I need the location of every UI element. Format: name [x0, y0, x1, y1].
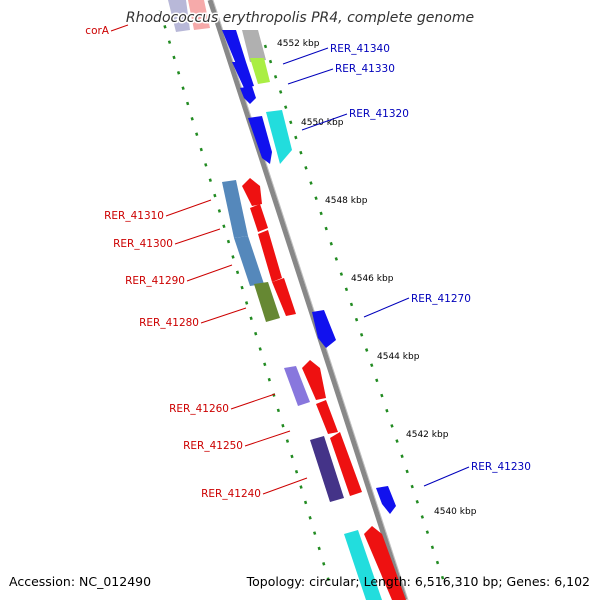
gene-block[interactable]: [222, 30, 246, 64]
gene-label-rer-41230[interactable]: RER_41230: [471, 461, 531, 473]
gene-block[interactable]: [168, 0, 190, 32]
gene-label-rer-41310[interactable]: RER_41310: [104, 210, 164, 222]
gene-block[interactable]: [376, 486, 396, 514]
label-leaders: [110, 24, 470, 495]
gene-block[interactable]: [312, 310, 336, 348]
gene-block[interactable]: [254, 282, 280, 322]
gene-block[interactable]: [222, 180, 248, 238]
genome-summary-text: Topology: circular; Length: 6,516,310 bp…: [246, 574, 590, 589]
gene-block[interactable]: [248, 116, 272, 164]
ruler-label: 4542 kbp: [406, 430, 449, 440]
ruler-label: 4546 kbp: [351, 274, 394, 284]
ruler-label: 4540 kbp: [434, 507, 477, 517]
gene-block[interactable]: [344, 530, 382, 600]
gene-block[interactable]: [258, 230, 282, 282]
gene-block[interactable]: [240, 86, 256, 104]
map-title: Rhodococcus erythropolis PR4, complete g…: [126, 10, 474, 26]
accession-text: Accession: NC_012490: [9, 574, 151, 589]
genome-backbone: [207, 0, 409, 600]
ruler-label: 4552 kbp: [277, 39, 320, 49]
gene-block[interactable]: [330, 432, 362, 496]
gene-block[interactable]: [232, 62, 254, 88]
gene-block[interactable]: [242, 178, 262, 206]
gene-label-rer-41280[interactable]: RER_41280: [139, 317, 199, 329]
gene-block[interactable]: [316, 400, 338, 434]
gene-block[interactable]: [266, 110, 292, 164]
gene-block[interactable]: [188, 0, 210, 30]
ruler-label: 4548 kbp: [325, 196, 368, 206]
gene-labels: corA RER_41340 RER_41330 RER_41320 RER_4…: [85, 25, 531, 500]
gene-label-rer-41250[interactable]: RER_41250: [183, 440, 243, 452]
gene-label-rer-41270[interactable]: RER_41270: [411, 293, 471, 305]
gene-block[interactable]: [284, 366, 310, 406]
gene-label-rer-41330[interactable]: RER_41330: [335, 63, 395, 75]
gene-label-cora[interactable]: corA: [85, 25, 110, 37]
gene-label-rer-41320[interactable]: RER_41320: [349, 108, 409, 120]
gene-label-rer-41300[interactable]: RER_41300: [113, 238, 173, 250]
ruler-label: 4544 kbp: [377, 352, 420, 362]
gene-block[interactable]: [364, 526, 406, 600]
gene-label-rer-41290[interactable]: RER_41290: [125, 275, 185, 287]
gene-label-rer-41260[interactable]: RER_41260: [169, 403, 229, 415]
gene-block[interactable]: [302, 360, 326, 400]
gene-label-rer-41340[interactable]: RER_41340: [330, 43, 390, 55]
gene-block[interactable]: [272, 278, 296, 316]
gene-features: [168, 0, 406, 600]
gene-block[interactable]: [250, 58, 270, 84]
gene-block[interactable]: [242, 30, 266, 62]
gene-block[interactable]: [250, 204, 268, 232]
gene-block[interactable]: [310, 436, 344, 502]
gene-block[interactable]: [234, 236, 264, 286]
gene-label-rer-41240[interactable]: RER_41240: [201, 488, 261, 500]
